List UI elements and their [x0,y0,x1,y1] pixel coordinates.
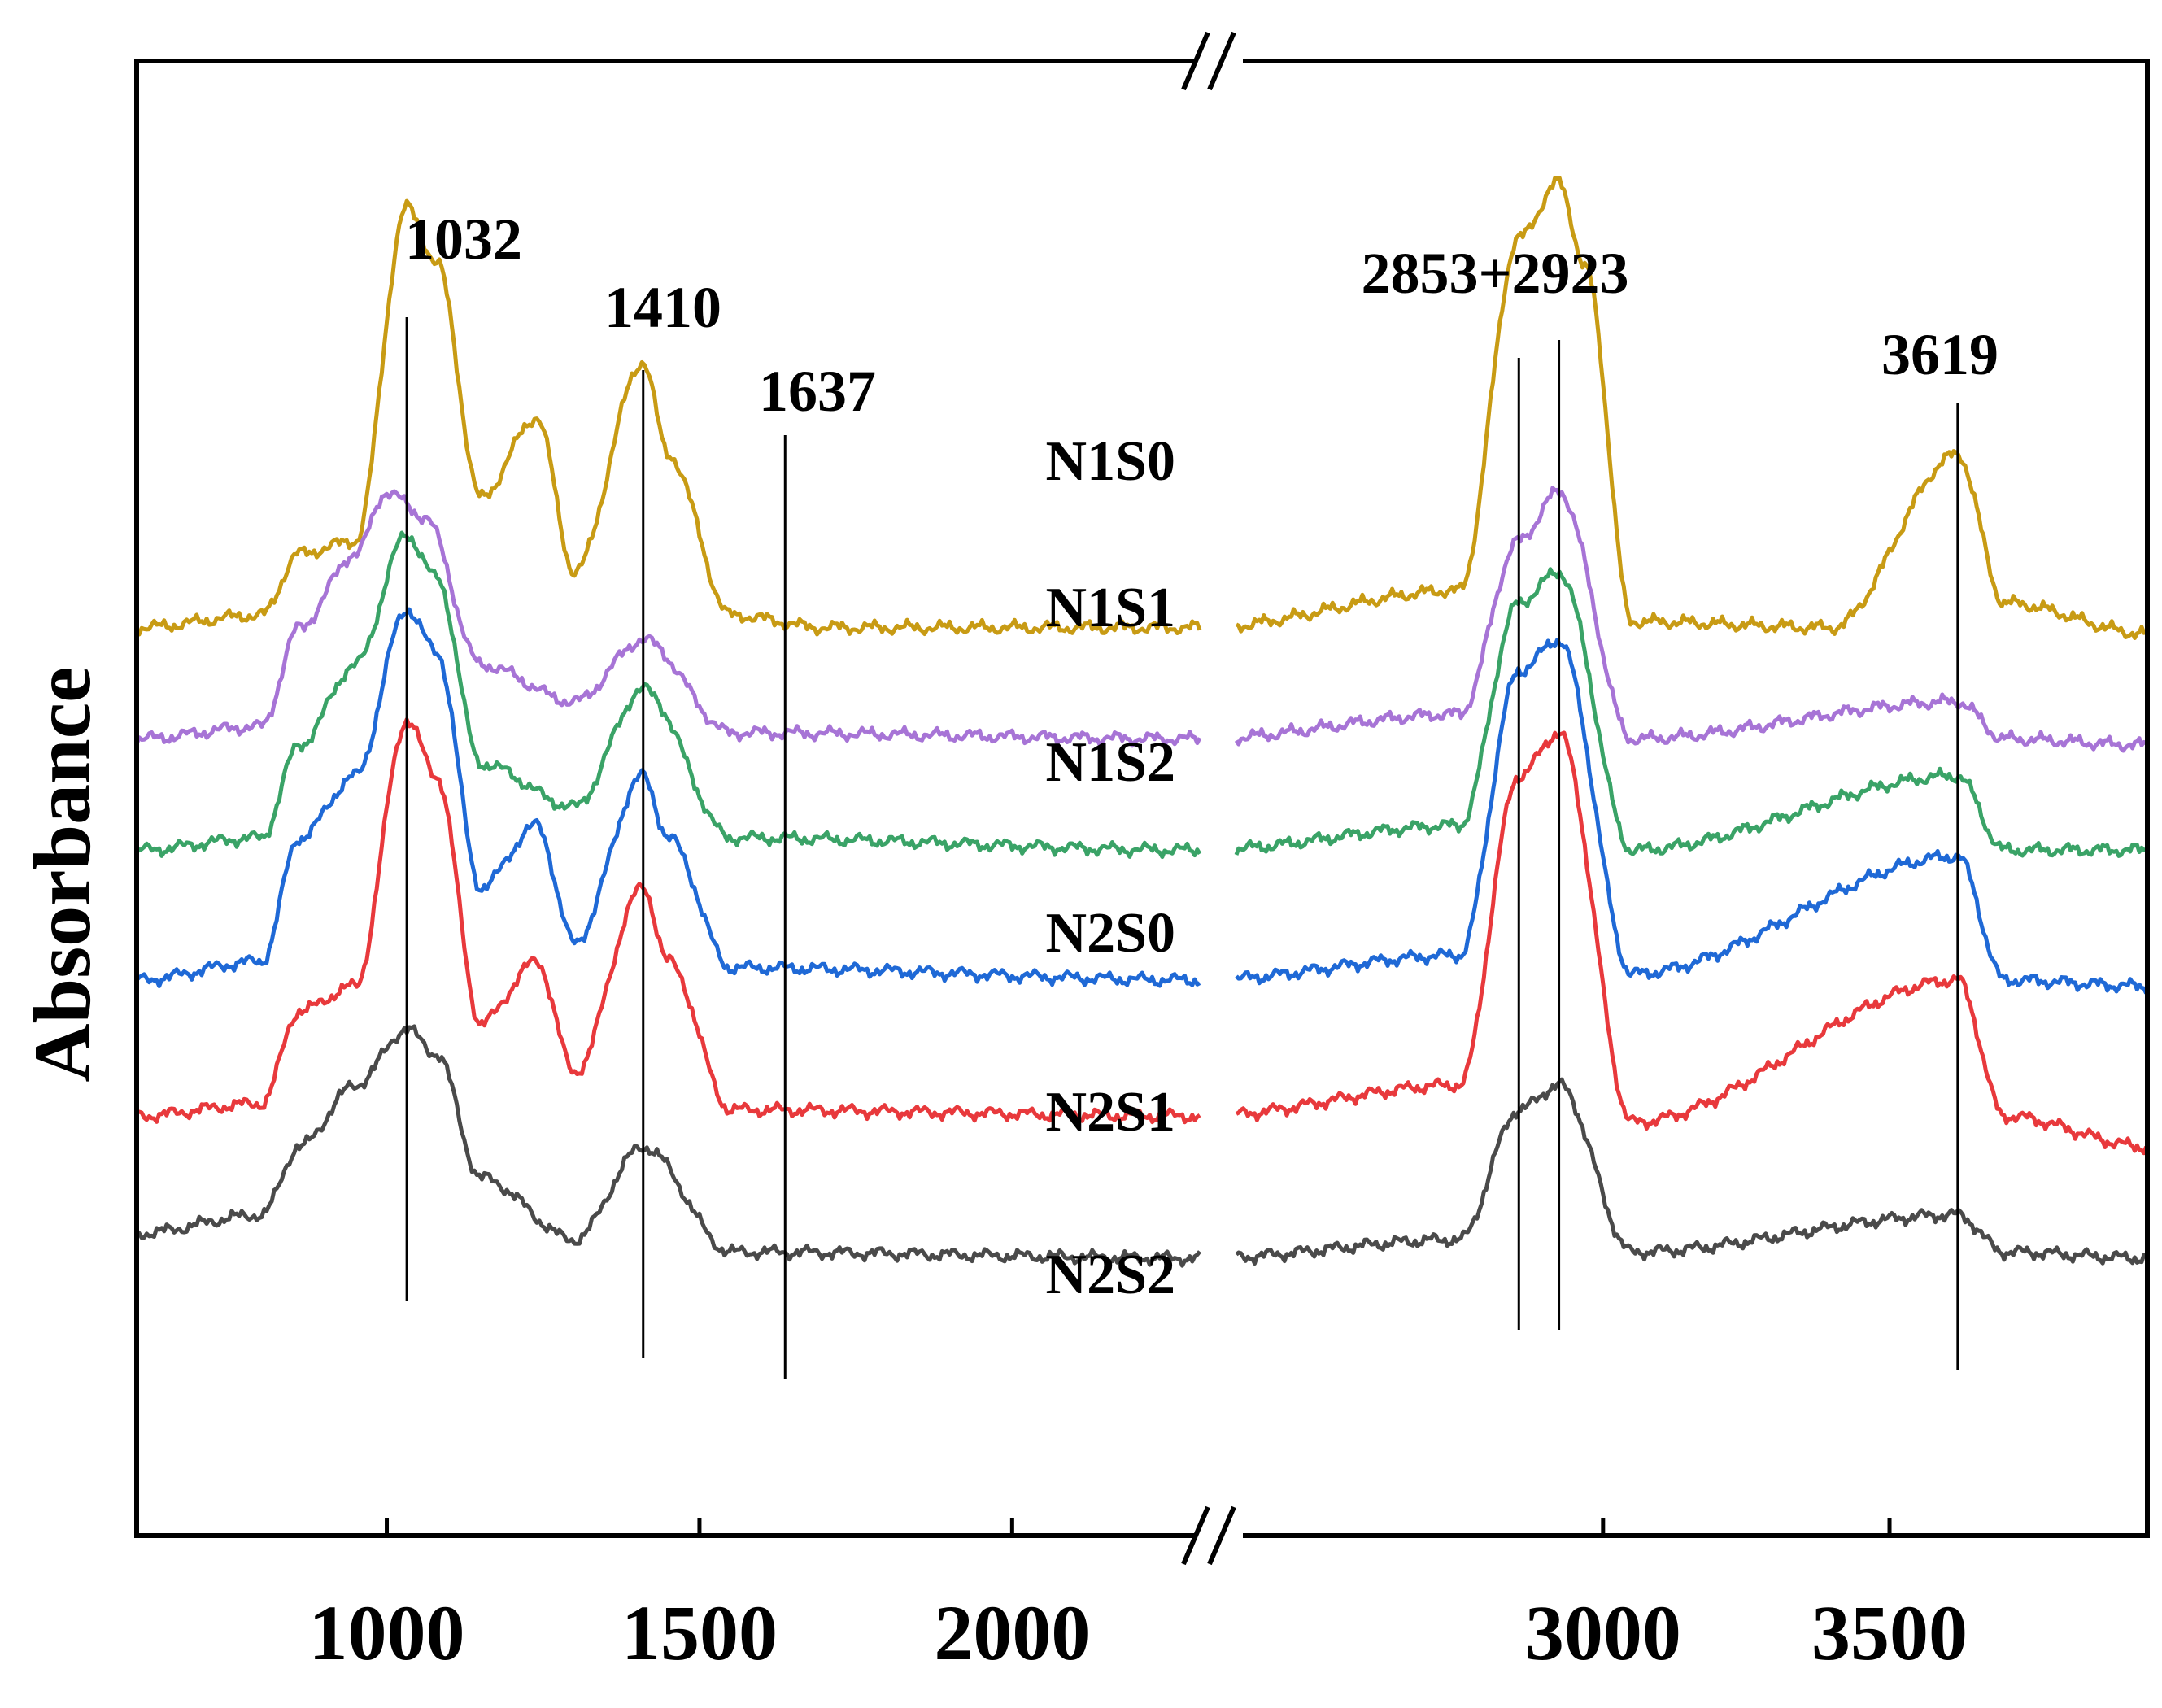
peak-labels: 1032 1410 1637 2853+2923 3619 [405,207,1999,424]
peak-label-1637: 1637 [759,359,876,424]
series-line-n1s2-segment-2 [1234,567,2147,858]
x-tick-label-3000: 3000 [1525,1589,1681,1676]
series-label-n2s0: N2S0 [1046,902,1175,965]
series-label-n2s1: N2S1 [1046,1081,1175,1144]
x-tick-label-3500: 3500 [1811,1589,1968,1676]
peak-marker-lines [405,317,1959,1379]
x-axis-ticks: 1000 1500 2000 3000 3500 [309,1518,1968,1676]
series-line-n1s1-segment-2 [1234,486,2147,753]
series-label-n1s1: N1S1 [1046,577,1175,639]
peak-label-2923: 2853+2923 [1361,241,1628,306]
plot-frame [134,59,2150,1538]
series-line-n1s0-segment-1 [135,198,1202,637]
axis-break-slash-bottom-1 [1181,1505,1210,1566]
series-line-n1s2-segment-1 [134,530,1202,860]
peak-label-1032: 1032 [405,207,522,272]
peak-label-1410: 1410 [604,275,721,340]
axis-break-marks [1181,31,1243,1566]
series-line-n2s2-segment-2 [1235,1077,2147,1266]
series-line-n2s2-segment-1 [135,1024,1201,1268]
axis-break-slash-top-2 [1207,31,1236,91]
series-lines [134,176,2148,1268]
peak-label-3619: 3619 [1881,322,1999,387]
axis-break-slash-top-1 [1181,31,1210,91]
x-tick-label-1500: 1500 [621,1589,778,1676]
series-line-n1s0-segment-2 [1235,176,2148,640]
series-line-n1s1-segment-1 [134,489,1202,748]
series-line-n2s0-segment-1 [135,607,1201,988]
x-tick-label-2000: 2000 [934,1589,1090,1676]
series-label-n1s0: N1S0 [1046,430,1175,493]
series-line-n2s0-segment-2 [1235,638,2148,995]
axis-break-slash-bottom-2 [1207,1505,1236,1566]
series-label-n2s2: N2S2 [1046,1244,1175,1306]
y-axis-label: Absorbance [17,666,107,1082]
series-line-n2s1-segment-2 [1235,730,2148,1156]
series-label-n1s2: N1S2 [1046,731,1175,794]
x-tick-label-1000: 1000 [309,1589,465,1676]
series-line-n2s1-segment-1 [136,717,1201,1125]
series-labels: N1S0 N1S1 N1S2 N2S0 N2S1 N2S2 [1046,430,1175,1306]
